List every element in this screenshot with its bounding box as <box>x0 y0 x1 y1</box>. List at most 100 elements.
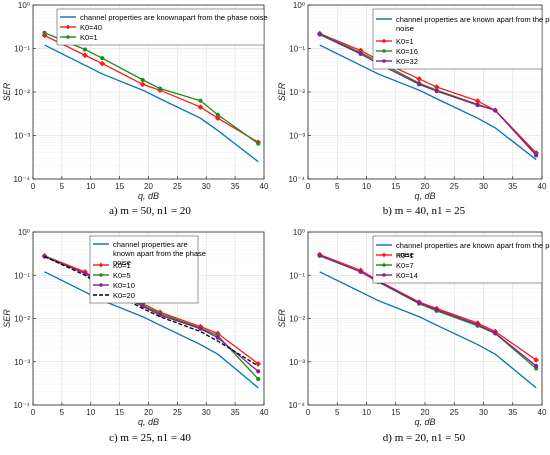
series-line-1 <box>319 254 537 361</box>
x-tick-label: 25 <box>173 182 182 191</box>
legend-label: K0=1 <box>396 37 414 46</box>
x-tick-label: 20 <box>144 408 153 417</box>
panel-caption: c) m = 25, n1 = 40 <box>109 432 191 444</box>
legend-label: K0=10 <box>113 281 135 290</box>
legend: channel properties are known apart from … <box>372 235 550 284</box>
x-tick-label: 40 <box>260 182 269 191</box>
legend-box <box>372 235 543 284</box>
series-line-4 <box>44 256 259 367</box>
data-point <box>157 86 163 91</box>
x-tick-label: 40 <box>538 182 547 191</box>
x-tick-label: 20 <box>144 182 153 191</box>
chart-panel-a: 0 5 10 15 20 25 30 35 40 10⁻⁴ 10⁻³ 10⁻² 10⁻¹ 10⁰ q, dB… <box>2 1 269 217</box>
legend-label-line: known apart from the phase <box>113 249 206 258</box>
y-tick-label: 10⁻⁴ <box>288 401 305 410</box>
y-tick-label: 10⁻² <box>14 315 30 324</box>
x-tick-label: 15 <box>391 408 400 417</box>
data-point <box>417 300 422 305</box>
series-line-1 <box>44 255 259 365</box>
legend-label-line: channel properties are known apart from … <box>396 15 550 24</box>
legend-marker <box>65 24 71 30</box>
legend-label: K0=40 <box>80 23 102 32</box>
x-tick-label: 35 <box>231 408 240 417</box>
data-point <box>434 88 439 94</box>
x-tick-label: 30 <box>479 408 488 417</box>
data-point <box>256 141 261 146</box>
legend-marker <box>382 59 386 63</box>
x-tick-label: 5 <box>60 408 65 417</box>
data-point <box>100 56 105 61</box>
data-point <box>434 307 439 312</box>
data-point <box>215 112 220 117</box>
x-axis-label: q, dB <box>414 191 435 201</box>
x-tick-label: 5 <box>335 408 340 417</box>
legend-label: K0=1 <box>113 261 131 270</box>
legend-label-line: channel properties are known apart from … <box>396 241 550 250</box>
y-tick-label: 10⁰ <box>18 1 30 10</box>
legend-marker <box>99 273 103 277</box>
x-tick-label: 0 <box>306 408 311 417</box>
legend-box <box>56 8 265 46</box>
y-axis-label: SER <box>277 82 287 101</box>
chart-panel-d: 0 5 10 15 20 25 30 35 40 10⁻⁴ 10⁻³ 10⁻² 10⁻¹ 10⁰ q, dB… <box>277 228 550 444</box>
data-point <box>417 82 422 87</box>
x-tick-label: 10 <box>86 182 95 191</box>
x-tick-label: 15 <box>115 408 124 417</box>
series-line-3 <box>319 254 537 367</box>
legend-label: K0=14 <box>396 271 418 280</box>
legend-label: K0=1 <box>80 33 98 42</box>
x-tick-label: 15 <box>391 182 400 191</box>
data-point <box>534 153 539 158</box>
x-axis-label: q, dB <box>138 417 159 427</box>
data-point <box>493 108 498 113</box>
x-tick-label: 25 <box>450 182 459 191</box>
data-point <box>534 363 539 369</box>
x-tick-label: 0 <box>31 408 36 417</box>
x-tick-label: 40 <box>260 408 269 417</box>
legend-label: channel properties are known apart from … <box>396 241 550 259</box>
x-tick-label: 40 <box>538 408 547 417</box>
y-axis-label: SER <box>277 309 287 328</box>
panel-caption: d) m = 20, n1 = 50 <box>383 432 466 444</box>
data-point <box>358 51 363 57</box>
series-line-0 <box>319 44 537 161</box>
series-line-1 <box>44 34 259 143</box>
legend-label: channel properties are known apart from t… <box>113 240 206 267</box>
legend-label: channel properties are knownapart from t… <box>80 13 268 22</box>
legend-label: K0=7 <box>396 261 414 270</box>
data-point <box>255 360 262 367</box>
y-axis-label: SER <box>2 309 12 328</box>
y-tick-label: 10⁻³ <box>289 132 305 141</box>
y-tick-label: 10⁰ <box>293 1 305 10</box>
data-point <box>198 98 203 103</box>
x-tick-label: 10 <box>86 408 95 417</box>
data-point <box>493 330 498 336</box>
data-point <box>256 376 261 382</box>
x-tick-label: 10 <box>362 408 371 417</box>
legend-marker <box>99 283 103 287</box>
y-tick-label: 10⁻⁴ <box>13 175 30 184</box>
legend-label-line: noise <box>396 250 414 259</box>
legend: channel properties are known apart from t… <box>89 235 206 304</box>
x-tick-label: 35 <box>508 408 517 417</box>
y-tick-label: 10⁰ <box>293 228 305 237</box>
x-tick-label: 0 <box>306 182 311 191</box>
data-point <box>214 115 221 122</box>
chart-panel-b: 0 5 10 15 20 25 30 35 40 10⁻⁴ 10⁻³ 10⁻² 10⁻¹ 10⁰ q, dB… <box>277 1 550 217</box>
series-line-3 <box>319 33 537 156</box>
legend-marker <box>382 263 386 267</box>
legend-box <box>372 8 543 70</box>
legend-label: K0=16 <box>396 47 418 56</box>
legend: channel properties are known apart from … <box>372 8 550 70</box>
x-tick-label: 5 <box>60 182 65 191</box>
legend-marker <box>382 49 386 53</box>
x-tick-label: 30 <box>202 408 211 417</box>
chart-panel-c: 0 5 10 15 20 25 30 35 40 10⁻⁴ 10⁻³ 10⁻² 10⁻¹ 10⁰ q, dB… <box>2 228 269 444</box>
data-point <box>215 335 220 340</box>
x-tick-label: 15 <box>115 182 124 191</box>
legend-marker <box>382 273 386 277</box>
y-tick-label: 10⁻² <box>289 88 305 97</box>
data-point <box>317 253 322 258</box>
legend-box <box>89 235 199 304</box>
